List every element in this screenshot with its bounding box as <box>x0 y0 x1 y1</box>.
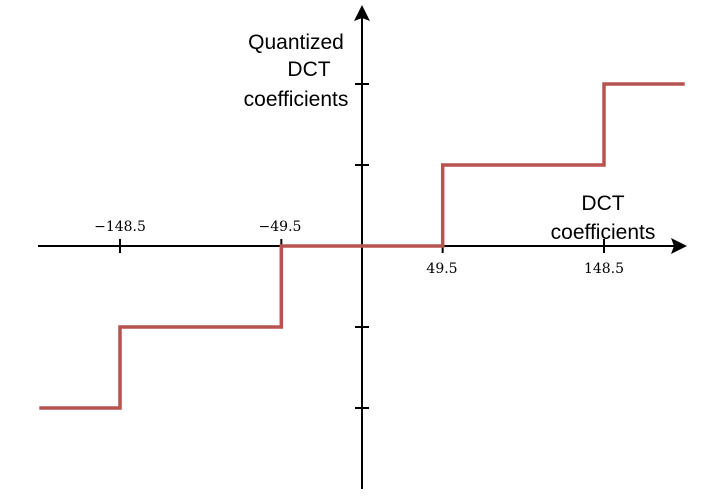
x-tick-label-49-5: 49.5 <box>426 261 457 277</box>
x-tick-label-neg-49-5: −49.5 <box>259 219 302 235</box>
y-axis-title-line-1: Quantized <box>248 31 344 54</box>
x-axis-arrowhead <box>671 238 687 254</box>
y-axis-title-line-3: coefficients <box>244 88 349 111</box>
x-tick-label-148-5: 148.5 <box>584 261 624 277</box>
x-axis-title-line-2: coefficients <box>551 221 656 244</box>
quantizer-step-curve <box>39 82 685 410</box>
y-axis-ticks <box>355 83 369 409</box>
x-tick-label-neg-148-5: −148.5 <box>94 219 146 235</box>
y-axis-title-line-2: DCT <box>287 58 330 81</box>
x-axis-title-line-1: DCT <box>581 192 624 215</box>
y-axis-arrowhead <box>354 5 370 21</box>
